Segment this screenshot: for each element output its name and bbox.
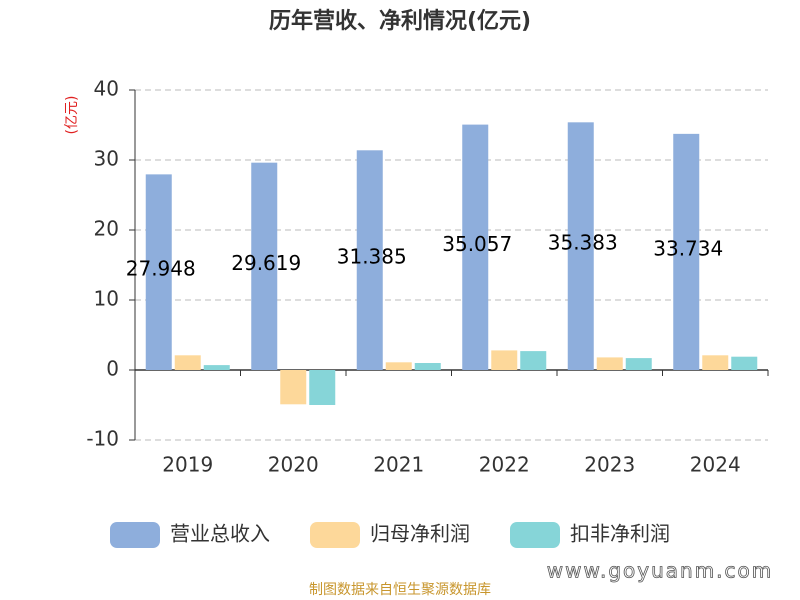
y-tick-label: 20 xyxy=(94,217,119,241)
x-tick-label: 2022 xyxy=(479,453,530,477)
value-label: 35.057 xyxy=(442,232,512,256)
y-tick-label: 0 xyxy=(106,357,119,381)
x-tick-label: 2021 xyxy=(373,453,424,477)
x-tick-label: 2023 xyxy=(584,453,635,477)
chart-title: 历年营收、净利情况(亿元) xyxy=(269,8,531,34)
value-label: 27.948 xyxy=(126,257,196,281)
legend-swatch xyxy=(510,522,560,548)
bar xyxy=(702,355,729,370)
x-tick-label: 2019 xyxy=(162,453,213,477)
bar xyxy=(731,356,758,370)
bar xyxy=(625,358,652,370)
y-tick-label: 30 xyxy=(94,147,119,171)
y-tick-label: -10 xyxy=(86,427,119,451)
watermark: www.goyuanm.com xyxy=(547,559,774,583)
bar xyxy=(174,355,201,370)
value-label: 31.385 xyxy=(337,245,407,269)
bar xyxy=(520,351,547,370)
bar xyxy=(596,357,623,370)
bar xyxy=(356,150,383,370)
footer: 制图数据来自恒生聚源数据库 xyxy=(309,582,491,598)
legend-swatch xyxy=(110,522,160,548)
bar xyxy=(567,122,594,370)
legend-label: 归母净利润 xyxy=(370,522,470,546)
x-tick-label: 2020 xyxy=(268,453,319,477)
y-tick-label: 10 xyxy=(94,287,119,311)
legend-swatch xyxy=(310,522,360,548)
bar xyxy=(673,133,700,370)
bar xyxy=(309,370,336,405)
y-tick-label: 40 xyxy=(94,77,119,101)
bar xyxy=(145,174,172,370)
legend-label: 扣非净利润 xyxy=(570,522,670,546)
bar xyxy=(462,124,489,370)
value-label: 29.619 xyxy=(231,251,301,275)
y-axis-label: (亿元) xyxy=(64,96,80,135)
legend-label: 营业总收入 xyxy=(170,522,270,546)
bar xyxy=(203,365,230,370)
bar xyxy=(251,162,278,370)
bar xyxy=(280,370,307,405)
bar xyxy=(385,362,412,370)
x-tick-label: 2024 xyxy=(690,453,741,477)
value-label: 35.383 xyxy=(548,231,618,255)
value-label: 33.734 xyxy=(653,236,723,260)
bar xyxy=(414,363,441,370)
bar xyxy=(491,350,518,370)
